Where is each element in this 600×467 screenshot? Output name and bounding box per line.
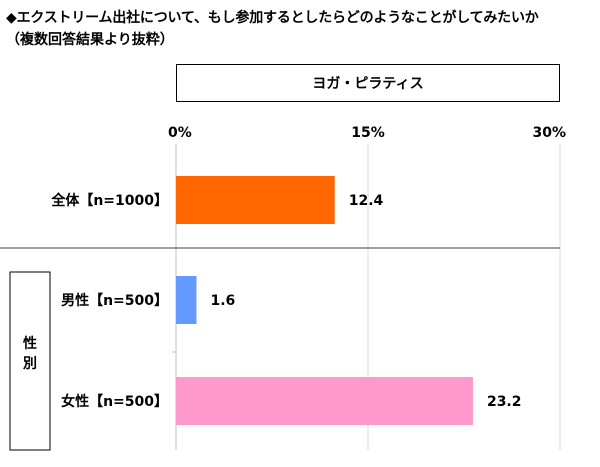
bar	[176, 276, 197, 324]
category-label: 男性【n=500】	[61, 292, 168, 309]
chart-title: ◆エクストリーム出社について、もし参加するとしたらどのようなことがしてみたいか	[6, 10, 539, 26]
group-label-char: 別	[22, 356, 37, 372]
legend-label: ヨガ・ピラティス	[312, 76, 424, 92]
chart-subtitle: （複数回答結果より抜粋）	[6, 32, 174, 48]
bar	[176, 377, 473, 425]
x-tick-label: 15%	[351, 125, 385, 141]
category-label: 全体【n=1000】	[50, 192, 168, 209]
x-tick-label: 0%	[168, 125, 192, 141]
legend-box: ヨガ・ピラティス	[176, 64, 560, 102]
bar	[176, 176, 335, 224]
x-tick-label: 30%	[532, 125, 566, 141]
data-label: 23.2	[487, 394, 522, 410]
category-label: 女性【n=500】	[61, 393, 168, 410]
data-label: 1.6	[210, 293, 235, 309]
group-label-char: 性	[23, 335, 37, 352]
group-label-box	[9, 271, 51, 451]
data-label: 12.4	[349, 193, 384, 209]
